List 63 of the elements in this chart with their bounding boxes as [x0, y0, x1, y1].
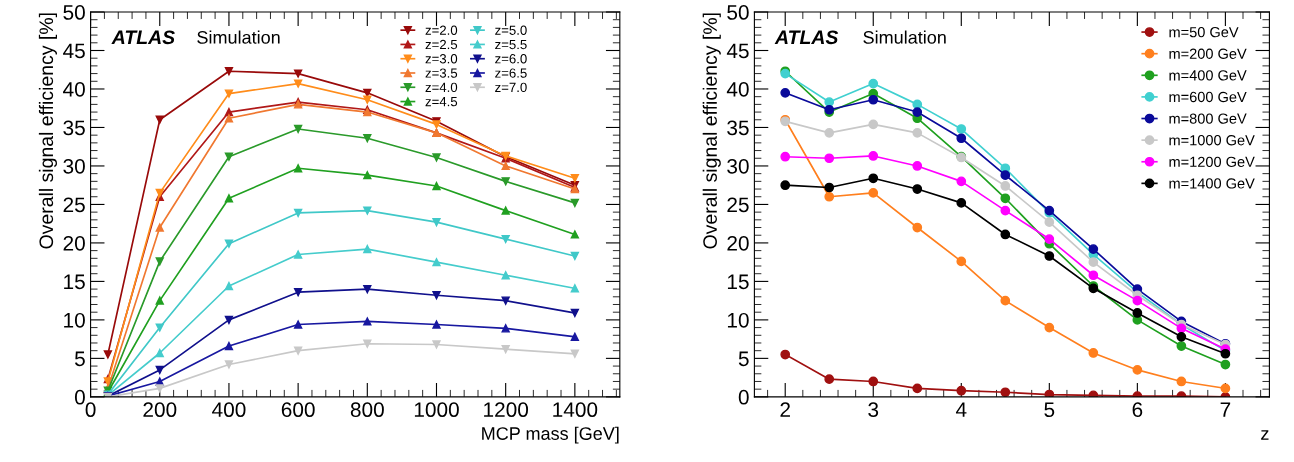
annotation: Simulation [863, 30, 946, 44]
legend-label: z=6.0 [495, 54, 527, 64]
y-tick-label: 15 [64, 274, 85, 290]
x-tick-label: 0 [85, 402, 96, 418]
y-tick-label: 40 [726, 81, 749, 97]
x-tick-label: 2 [780, 402, 790, 417]
legend-label: z=2.0 [425, 25, 458, 35]
x-tick-label: 6 [1132, 402, 1143, 418]
annotation: ATLAS [774, 30, 839, 45]
legend-label: z=4.5 [425, 97, 458, 107]
y-tick-label: 45 [726, 43, 749, 59]
legend-label: z=7.0 [495, 82, 527, 93]
x-axis-title: z [1261, 430, 1269, 440]
legend-label: z=5.0 [495, 25, 527, 35]
x-tick-label: 1000 [414, 402, 459, 418]
x-tick-label: 200 [143, 402, 177, 418]
legend-label: m=800 GeV [1169, 113, 1247, 124]
y-axis-title: Overall signal efficiency [%] [38, 13, 57, 249]
legend-label: z=2.5 [425, 39, 458, 50]
legend-label: m=1200 GeV [1169, 156, 1255, 167]
y-tick-label: 30 [727, 158, 749, 174]
legend-label: m=200 GeV [1169, 48, 1247, 59]
y-tick-label: 10 [727, 312, 749, 328]
legend-label: m=1000 GeV [1169, 135, 1255, 146]
y-tick-label: 35 [63, 120, 85, 136]
legend-label: m=600 GeV [1169, 91, 1247, 103]
legend-label: z=4.0 [425, 82, 458, 93]
y-tick-label: 25 [63, 197, 85, 213]
x-tick-label: 800 [350, 402, 384, 418]
y-tick-label: 0 [738, 389, 749, 405]
y-tick-label: 20 [63, 235, 85, 251]
y-tick-label: 25 [727, 197, 749, 213]
x-tick-label: 7 [1220, 402, 1231, 417]
annotation: Simulation [197, 30, 280, 44]
x-tick-label: 1400 [553, 402, 598, 418]
legend-label: m=50 GeV [1169, 26, 1239, 38]
y-tick-label: 0 [74, 389, 85, 405]
y-tick-label: 40 [63, 81, 85, 97]
y-tick-label: 50 [727, 5, 749, 20]
y-tick-label: 5 [738, 351, 749, 367]
legend-label: z=5.5 [495, 39, 527, 50]
annotation: ATLAS [111, 30, 175, 45]
legend-label: z=3.5 [425, 68, 458, 78]
y-tick-label: 10 [64, 312, 85, 328]
y-tick-label: 20 [727, 235, 749, 251]
x-tick-label: 400 [212, 402, 246, 418]
y-tick-label: 35 [727, 120, 749, 136]
legend-label: m=400 GeV [1169, 70, 1247, 81]
y-tick-label: 45 [63, 43, 85, 59]
x-tick-label: 1200 [484, 402, 529, 418]
x-axis-title: MCP mass [GeV] [482, 426, 619, 444]
y-tick-label: 15 [727, 274, 749, 290]
y-axis-title: Overall signal efficiency [%] [702, 13, 721, 249]
x-tick-label: 3 [868, 402, 879, 418]
y-tick-label: 50 [63, 5, 85, 20]
x-tick-label: 5 [1044, 402, 1055, 418]
legend-label: z=3.0 [425, 54, 458, 64]
y-tick-label: 30 [63, 158, 85, 174]
legend-label: m=1400 GeV [1169, 178, 1255, 189]
x-tick-label: 600 [281, 402, 315, 418]
x-tick-label: 4 [955, 402, 967, 417]
legend-label: z=6.5 [495, 68, 527, 78]
y-tick-label: 5 [74, 351, 85, 367]
